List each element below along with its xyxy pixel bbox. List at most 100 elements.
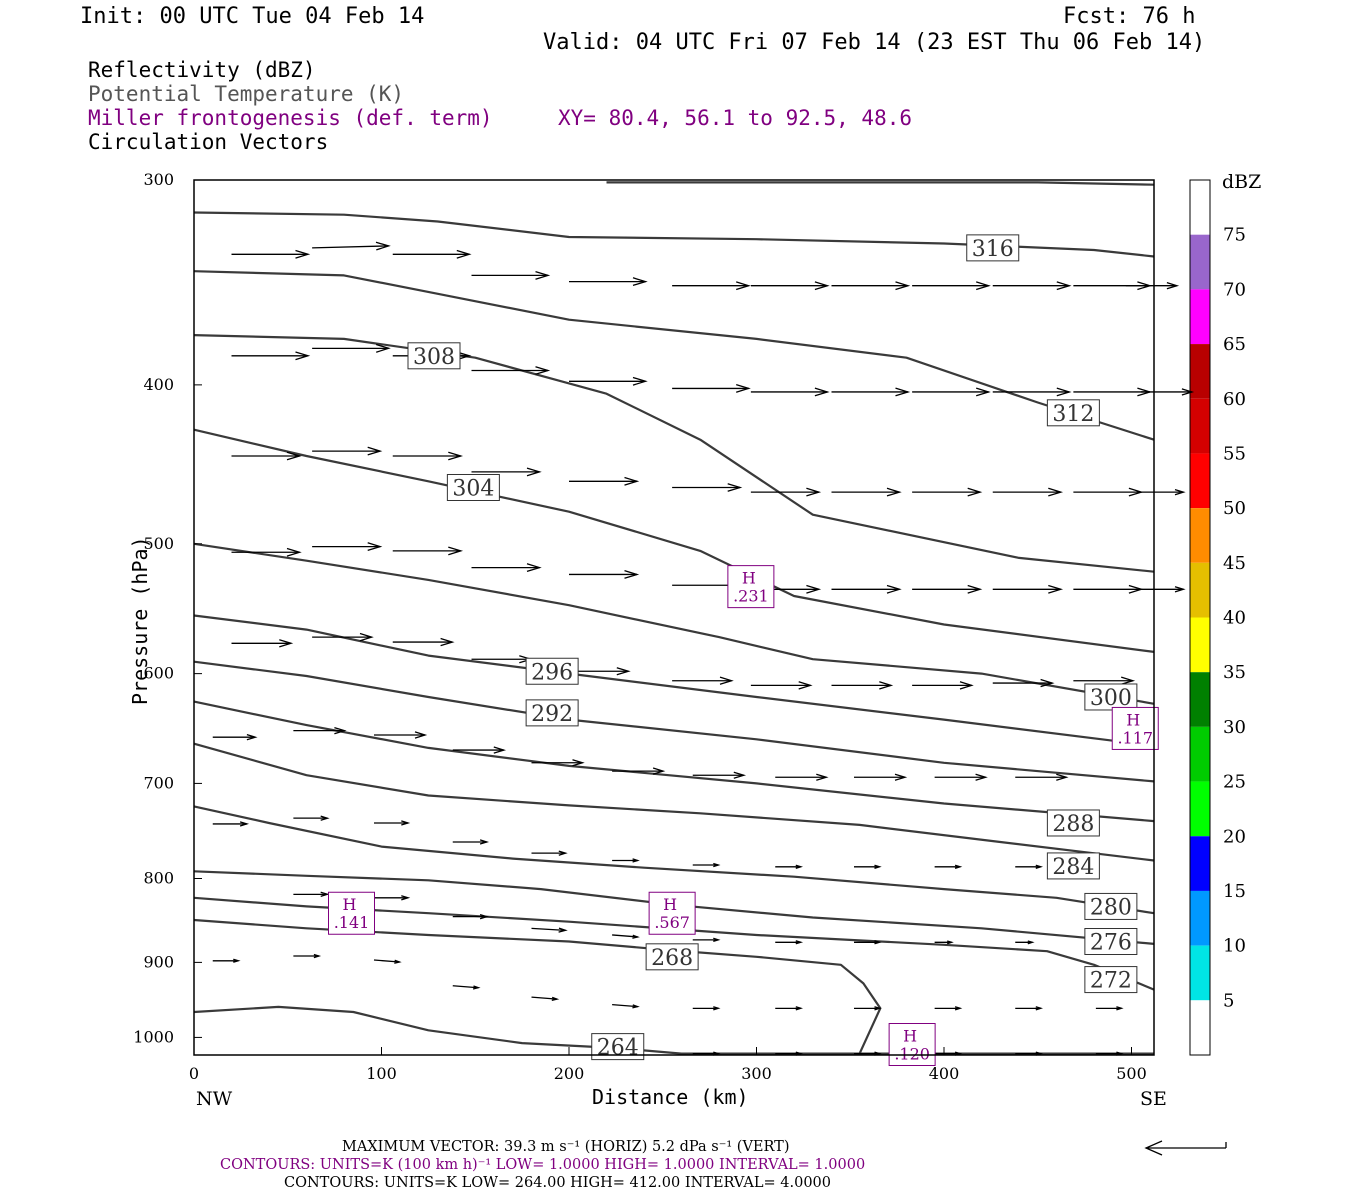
vector-head [806, 487, 822, 497]
colorbar-label: 20 [1223, 826, 1246, 847]
x-tick-label: 0 [189, 1064, 199, 1083]
vector-head [456, 351, 472, 361]
vector-head [1116, 1006, 1124, 1011]
vector-head [954, 864, 963, 870]
vector-head [795, 864, 803, 870]
vector-head [1035, 864, 1043, 870]
colorbar-segment [1190, 617, 1210, 673]
vector-head [719, 676, 734, 685]
colorbar-segment [1190, 1000, 1210, 1055]
colorbar-label: 30 [1223, 717, 1246, 738]
fronto-max-value: .231 [733, 587, 769, 606]
vector-head [295, 351, 311, 361]
theta-contour [606, 181, 1155, 186]
fronto-max-box [328, 891, 375, 935]
vector-head [795, 1006, 803, 1011]
vector-head [1056, 387, 1072, 397]
fronto-max-label: H [343, 895, 357, 914]
vector-head [798, 681, 813, 690]
y-tick-label: 300 [143, 170, 174, 189]
cross-section-endpoints: XY= 80.4, 56.1 to 92.5, 48.6 [558, 106, 913, 130]
colorbar-title: dBZ [1222, 171, 1261, 193]
vector-head [295, 249, 311, 259]
vector-head [394, 959, 402, 964]
vector-head [286, 547, 302, 557]
colorbar-segment [1190, 836, 1210, 891]
vector-head [239, 821, 250, 827]
vector-head [376, 343, 391, 353]
vector-head [975, 773, 988, 781]
fronto-max-value: .567 [654, 913, 690, 932]
contour-label-box [446, 473, 500, 501]
theta-contour [193, 870, 1155, 945]
init-time: Init: 00 UTC Tue 04 Feb 14 [80, 4, 425, 29]
y-tick-label: 800 [143, 869, 174, 888]
x-tick-label: 500 [1116, 1064, 1147, 1083]
vector-head [1056, 773, 1069, 781]
vector-head [895, 281, 911, 291]
contour-label-box [1084, 966, 1138, 994]
vector-head [493, 746, 507, 754]
theta-contour [193, 700, 1155, 823]
contour-label-box [1084, 928, 1138, 956]
colorbar-segment [1190, 344, 1210, 399]
vector-head [976, 387, 991, 397]
vector-head [947, 940, 954, 945]
colorbar-segment [1190, 453, 1210, 509]
vector-head [1174, 586, 1186, 593]
colorbar: dBZ 5 10 15 20 25 30 35 40 45 50 55 60 65 70 75 [1189, 171, 1261, 1056]
colorbar-frame [1189, 179, 1211, 1056]
contour-label-box [525, 657, 579, 685]
vector-head [375, 241, 391, 251]
vector-shaft [531, 996, 558, 1000]
vector-shaft [612, 1003, 638, 1008]
footer-contours-theta: CONTOURS: UNITS=K LOW= 264.00 HIGH= 412.… [284, 1175, 832, 1191]
vector-head [535, 270, 551, 280]
field-reflectivity: Reflectivity (dBZ) [88, 58, 316, 82]
fronto-max-label: H [1126, 710, 1140, 729]
vector-head [414, 731, 428, 739]
vector-head [616, 667, 631, 676]
contour-label-box [1084, 683, 1138, 711]
vector-head [806, 584, 822, 594]
vector-head [713, 937, 721, 943]
y-tick-label: 1000 [133, 1027, 174, 1046]
vector-head [551, 996, 560, 1002]
fronto-max-box [648, 891, 696, 935]
theta-contours [193, 181, 1155, 1055]
vector-head [440, 637, 455, 647]
contour-label: 312 [1052, 402, 1094, 427]
colorbar-segment [1190, 781, 1210, 837]
vector-head [632, 376, 648, 386]
colorbar-segment [1190, 562, 1210, 618]
contour-label: 280 [1090, 895, 1132, 920]
vector-head [967, 487, 983, 497]
x-tick-label: 100 [366, 1064, 397, 1083]
vector-head [713, 862, 721, 868]
x-tick-label: 300 [741, 1064, 772, 1083]
colorbar-segment [1190, 945, 1210, 1001]
theta-contour [193, 428, 1155, 653]
vector-shaft [312, 245, 389, 249]
vector-head [359, 632, 374, 642]
valid-time: Valid: 04 UTC Fri 07 Feb 14 (23 EST Thu … [543, 30, 1206, 55]
colorbar-label: 15 [1223, 881, 1246, 902]
vector-head [967, 584, 983, 594]
y-tick-label: 600 [143, 664, 174, 683]
vector-head [479, 839, 490, 845]
footer-max-vector: MAXIMUM VECTOR: 39.3 m s⁻¹ (HORIZ) 5.2 d… [342, 1139, 790, 1155]
contour-label: 276 [1090, 931, 1132, 956]
y-tick-label: 500 [143, 534, 174, 553]
theta-contour [193, 742, 1155, 862]
vector-head [367, 542, 383, 552]
colorbar-label: 50 [1223, 498, 1246, 519]
colorbar-segment [1190, 180, 1210, 235]
fronto-max-box [888, 1023, 936, 1067]
contour-label: 296 [531, 660, 573, 685]
theta-contour [193, 805, 1155, 915]
vector-head [713, 1006, 721, 1011]
contour-label: 272 [1090, 969, 1132, 994]
vector-head [736, 281, 751, 291]
y-tick-label: 700 [143, 773, 174, 792]
fronto-max-label: H [903, 1027, 917, 1046]
